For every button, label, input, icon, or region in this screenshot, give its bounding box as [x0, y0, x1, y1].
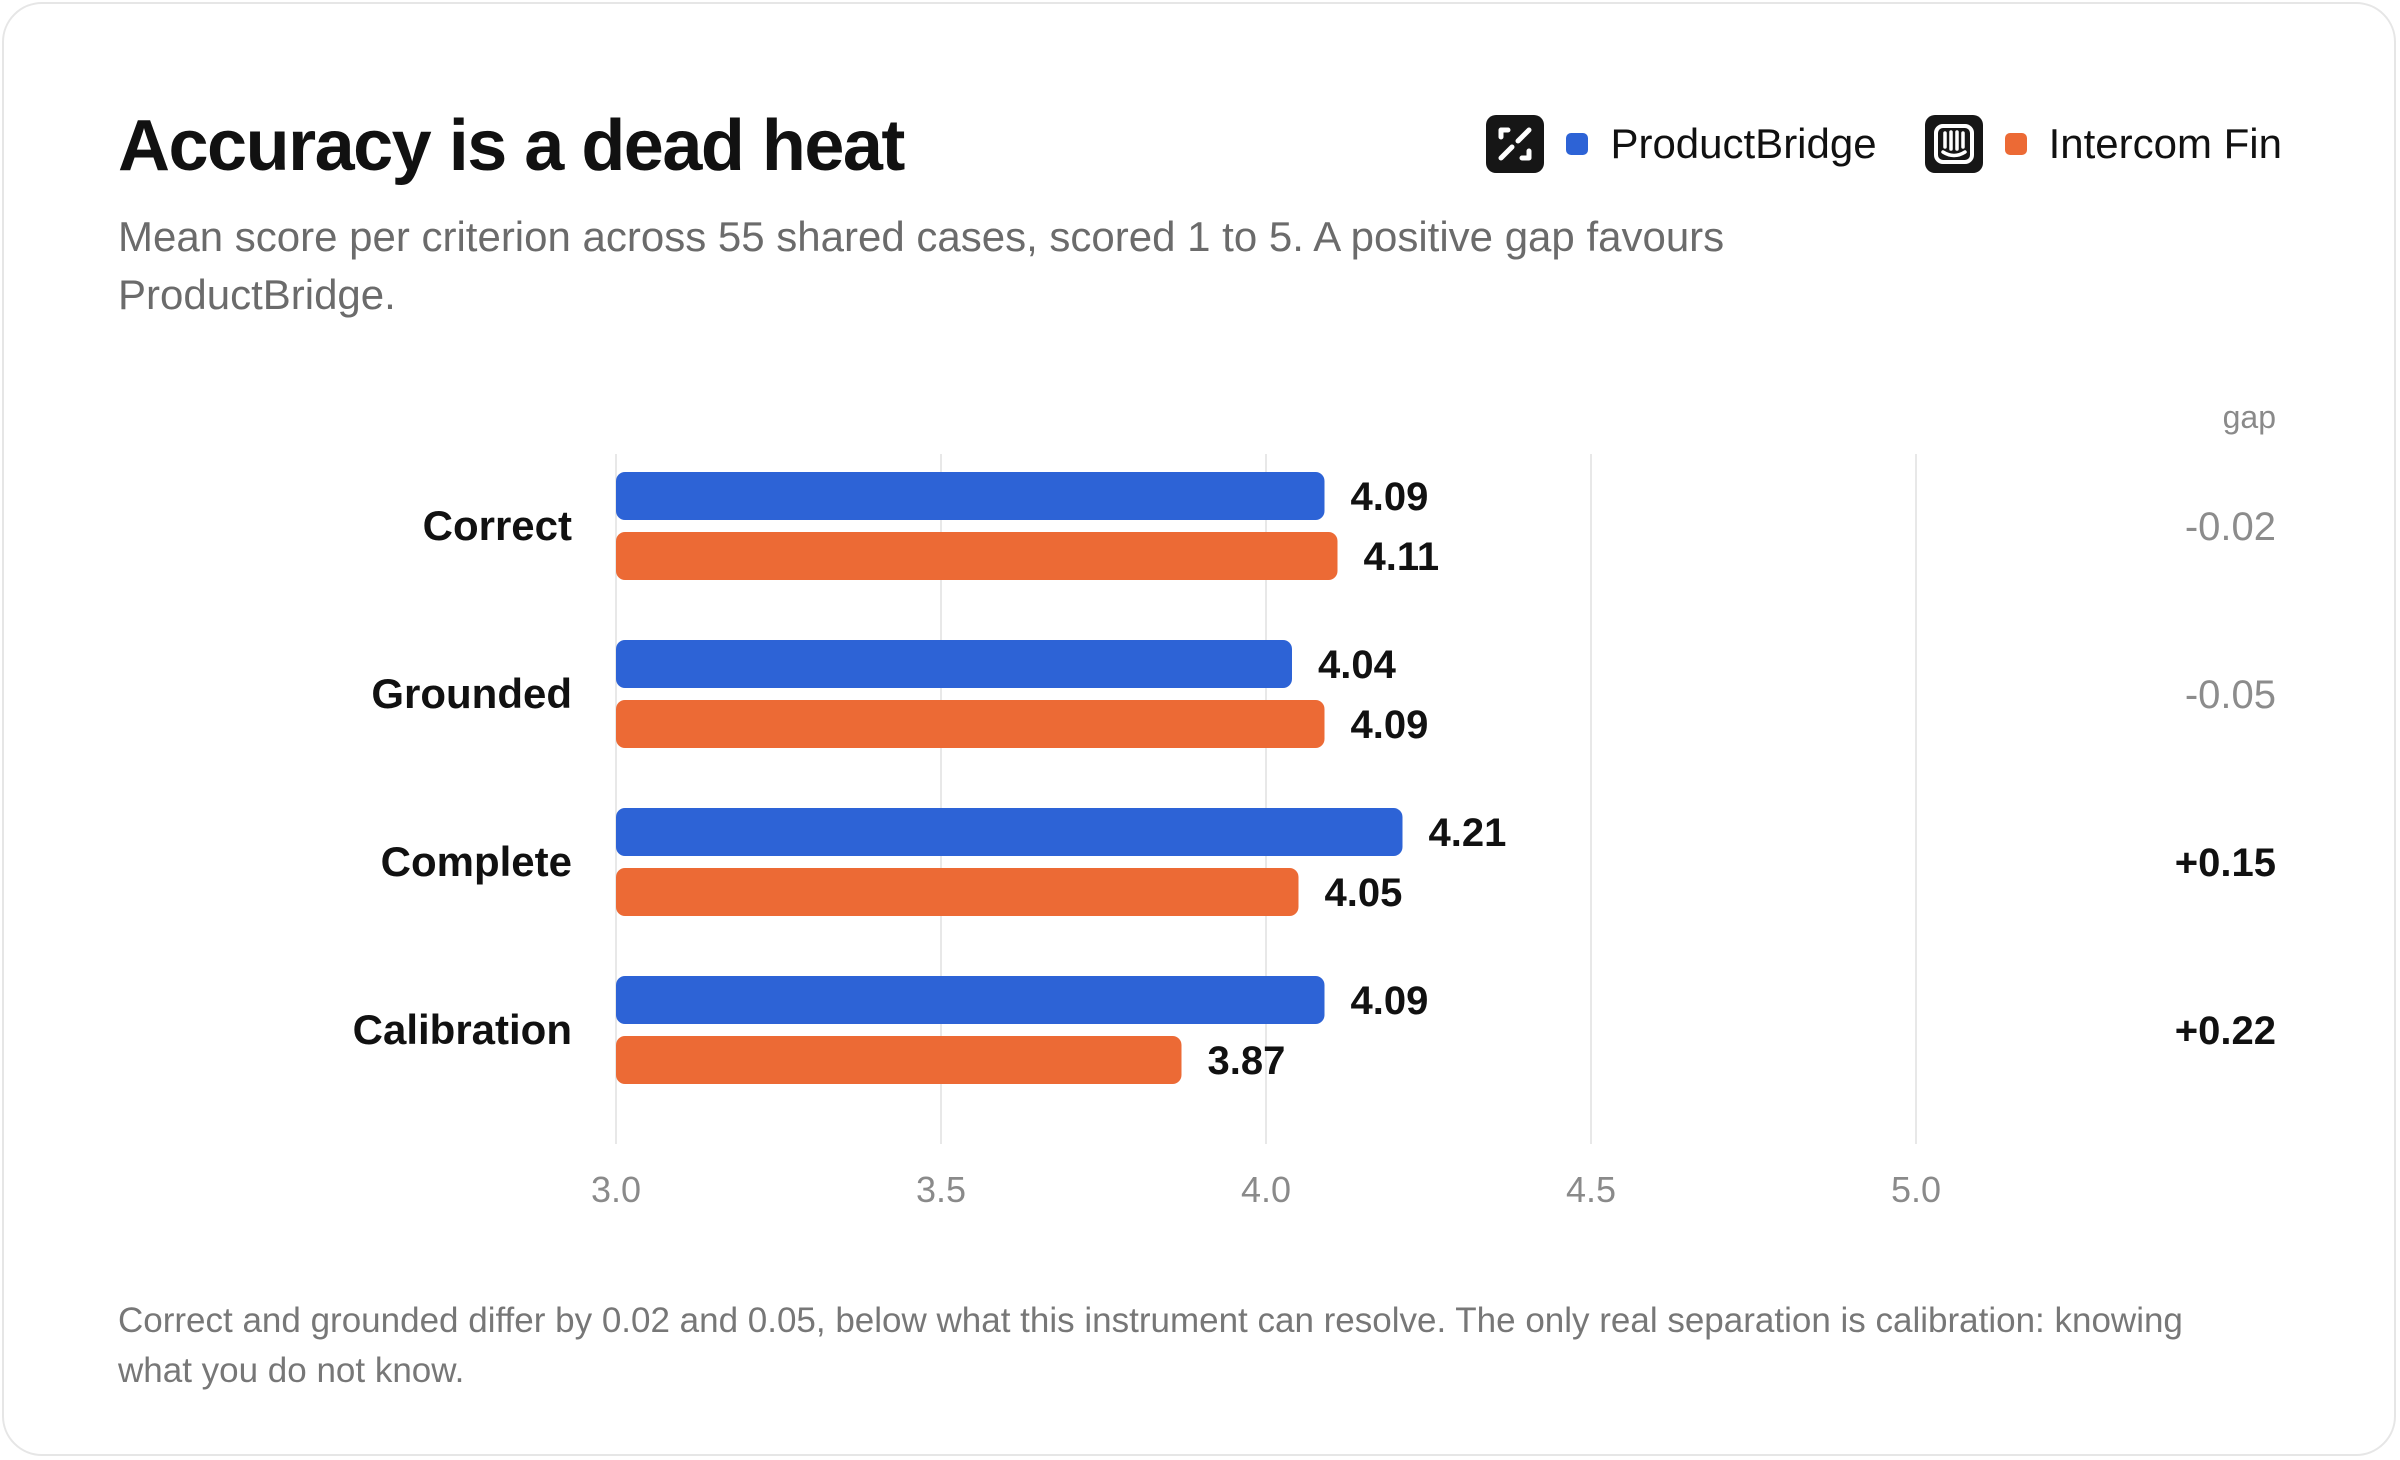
x-tick-label: 3.0: [591, 1169, 641, 1210]
chart-footnote: Correct and grounded differ by 0.02 and …: [118, 1301, 2183, 1390]
x-tick-label: 4.0: [1241, 1169, 1291, 1210]
legend-swatch-productbridge: [1566, 133, 1589, 155]
bar-productbridge: [616, 640, 1292, 688]
bar-value-label: 4.09: [1351, 979, 1429, 1023]
bar-productbridge: [616, 808, 1403, 856]
gap-value-label: +0.15: [2175, 841, 2276, 885]
category-label: Complete: [381, 838, 572, 885]
category-label: Grounded: [371, 670, 572, 717]
bar-value-label: 4.11: [1364, 535, 1440, 579]
legend-item-productbridge: ProductBridge: [1486, 115, 1877, 173]
bar-intercom-fin: [616, 532, 1338, 580]
chart-subtitle: Mean score per criterion across 55 share…: [118, 213, 1725, 318]
gap-value-label: -0.05: [2185, 673, 2276, 717]
legend-item-intercom-fin: Intercom Fin: [1924, 115, 2282, 173]
legend-label-intercom-fin: Intercom Fin: [2048, 120, 2282, 167]
legend-swatch-intercom-fin: [2004, 133, 2027, 155]
chart-title: Accuracy is a dead heat: [118, 106, 905, 186]
gap-value-label: +0.22: [2175, 1009, 2276, 1053]
bar-productbridge: [616, 472, 1325, 520]
x-tick-label: 3.5: [916, 1169, 966, 1210]
category-label: Correct: [423, 502, 572, 549]
bar-value-label: 4.04: [1318, 643, 1397, 687]
x-tick-label: 4.5: [1566, 1169, 1616, 1210]
intercom-logo-icon: [1924, 115, 1983, 173]
bar-value-label: 3.87: [1208, 1039, 1286, 1083]
productbridge-logo-icon: [1486, 115, 1545, 173]
gap-value-label: -0.02: [2185, 505, 2276, 549]
bar-productbridge: [616, 976, 1325, 1024]
bar-value-label: 4.09: [1351, 703, 1429, 747]
x-tick-label: 5.0: [1891, 1169, 1941, 1210]
bar-intercom-fin: [616, 1036, 1182, 1084]
bar-value-label: 4.09: [1351, 475, 1429, 519]
category-label: Calibration: [353, 1006, 572, 1053]
bar-value-label: 4.05: [1325, 871, 1403, 915]
bar-intercom-fin: [616, 700, 1325, 748]
legend: ProductBridge Intercom Fin: [1438, 114, 2282, 174]
bar-intercom-fin: [616, 868, 1299, 916]
bar-chart: 3.0 3.5 4.0 4.5 5.0 gap Correct 4.09 4.11 -0.02 Gr…: [353, 399, 2276, 1210]
legend-label-productbridge: ProductBridge: [1610, 120, 1877, 167]
bar-value-label: 4.21: [1429, 811, 1507, 855]
gap-header: gap: [2223, 399, 2276, 435]
